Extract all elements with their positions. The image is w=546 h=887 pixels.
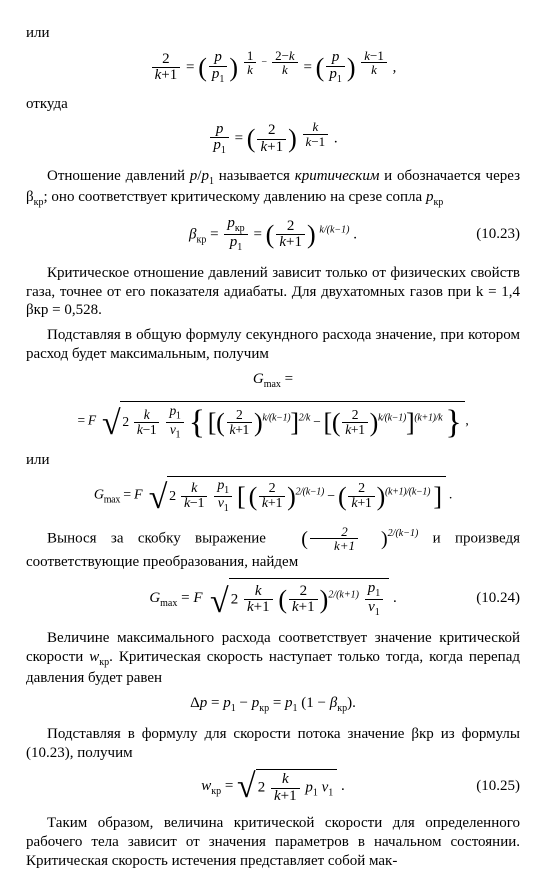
para-3: Вынося за скобку выражение (2k+1)2/(k−1)…: [26, 525, 520, 572]
eqnum-10-25: (10.25): [476, 777, 520, 796]
para-4: Величине максимального расхода соответст…: [26, 629, 520, 688]
equation-gmax-long: = F √ 2 kk−1 p1v1 { [(2k+1)k/(k−1)]2/k −…: [26, 401, 520, 441]
equation-10-23: βкр = pкрp1 = (2k+1) k/(k−1) . (10.23): [26, 216, 520, 254]
equation-10-25: wкр = √ 2 kk+1 p1 v1 . (10.25): [26, 769, 520, 805]
text-ili-2: или: [26, 451, 520, 470]
equation-gmax-2: Gmax = F √ 2 kk−1 p1v1 [ (2k+1)2/(k−1) −…: [26, 476, 520, 515]
para-6: Таким образом, величина критической скор…: [26, 814, 520, 870]
text-ili-1: или: [26, 24, 520, 43]
para-1: Отношение давлений p/p1 называется крити…: [26, 167, 520, 210]
equation-10-24: Gmax = F √ 2 kk+1 (2k+1)2/(k+1) p1v1 . (…: [26, 578, 520, 619]
eqnum-10-23: (10.23): [476, 225, 520, 244]
equation-dp: Δp = p1 − pкр = p1 (1 − βкр).: [26, 694, 520, 716]
equation-gmax-head: Gmax =: [26, 370, 520, 392]
text-otkuda: откуда: [26, 95, 520, 114]
para-3a: Вынося за скобку выражение: [47, 530, 280, 546]
equation-block-1: 2k+1 = (pp1) 1k − 2−kk = (pp1) k−1k ,: [26, 49, 520, 86]
para-5: Подставляя в формулу для скорости потока…: [26, 725, 520, 763]
para-2: Критическое отношение давлений зависит т…: [26, 264, 520, 320]
equation-block-2: pp1 = (2k+1) kk−1 .: [26, 120, 520, 157]
para-2b: Подставляя в общую формулу секундного ра…: [26, 326, 520, 364]
eqnum-10-24: (10.24): [476, 589, 520, 608]
